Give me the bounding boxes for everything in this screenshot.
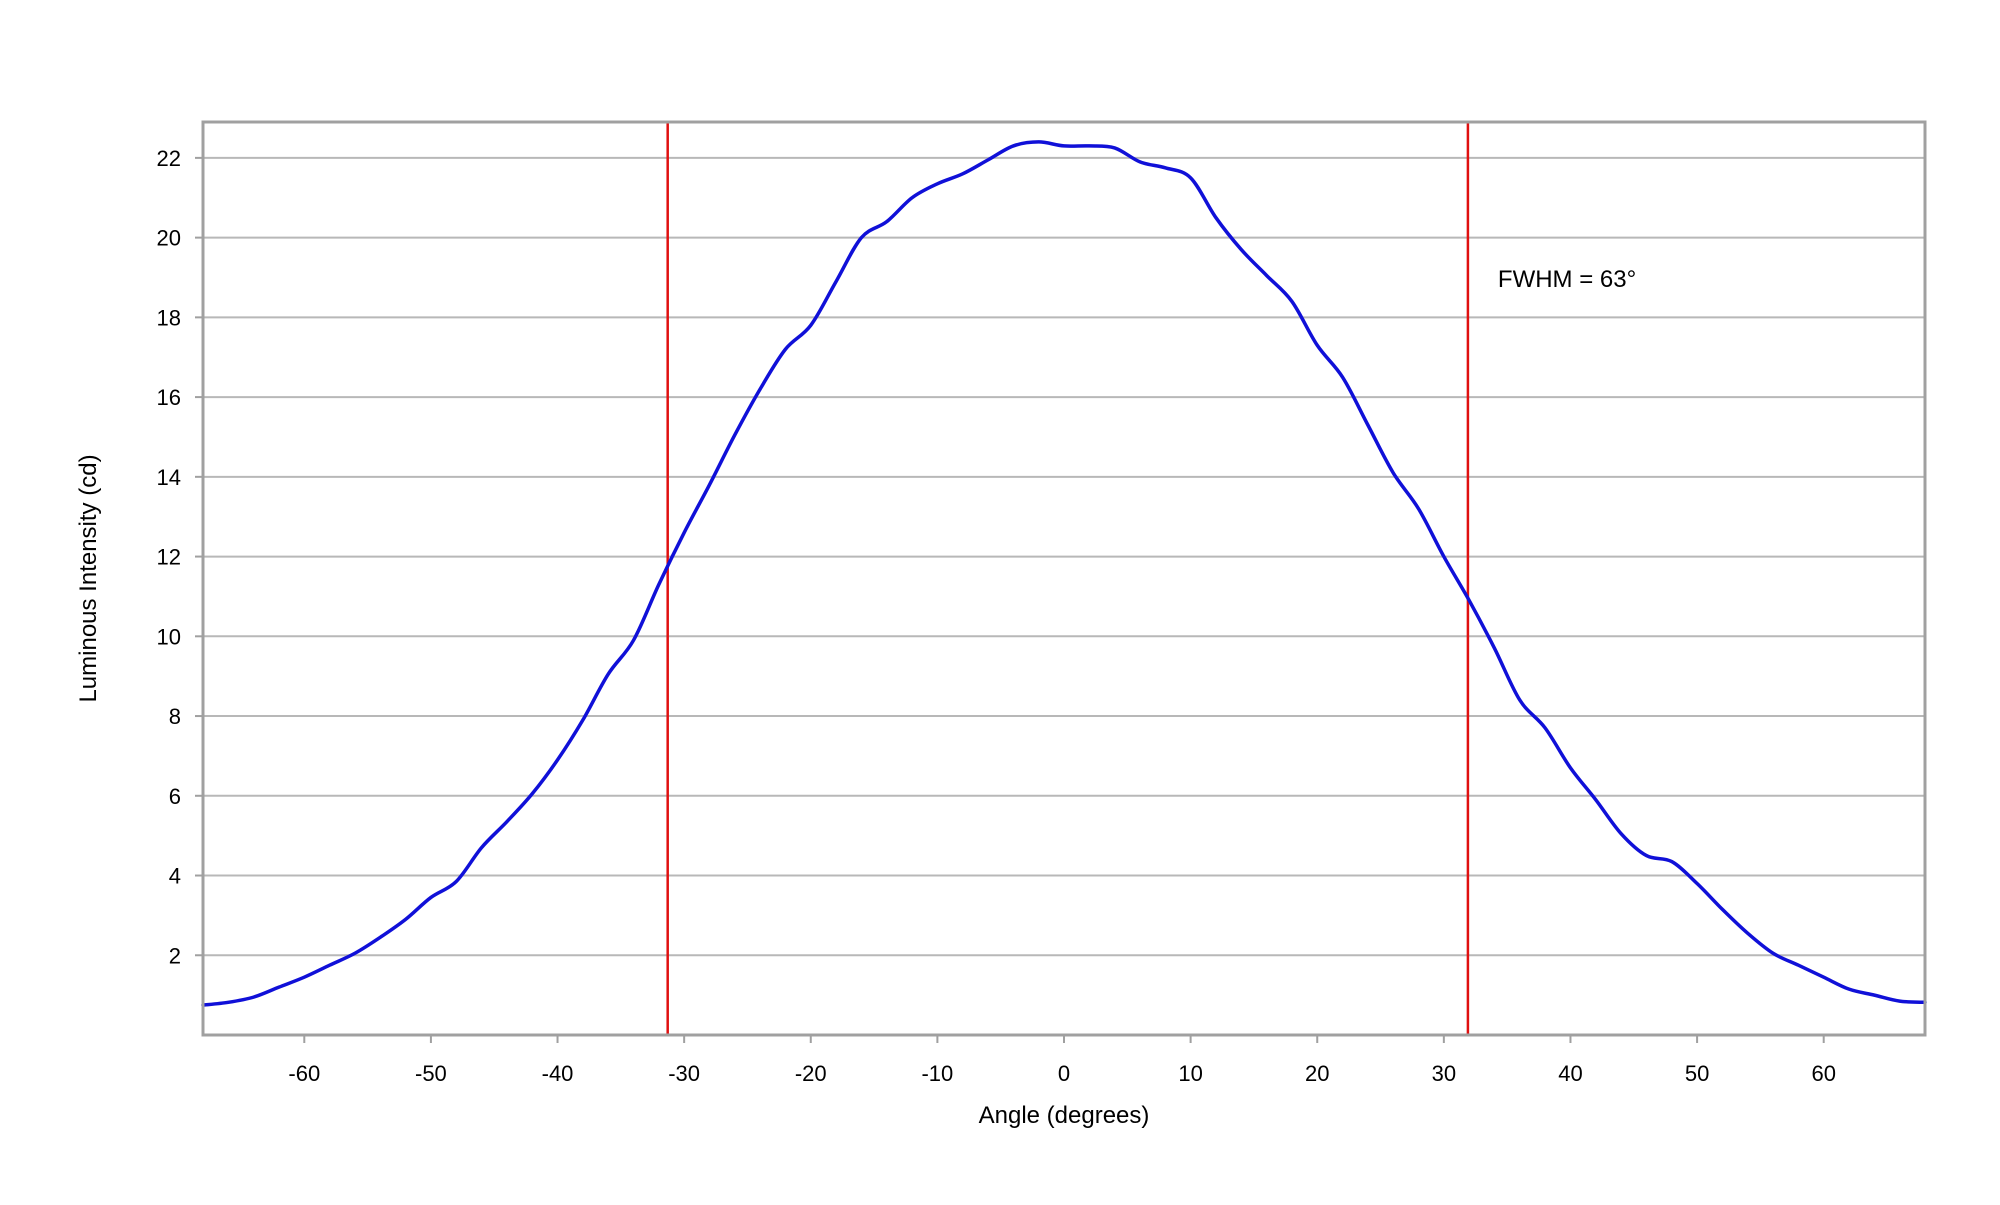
y-tick-label: 6 (169, 784, 181, 809)
y-tick-label: 20 (157, 226, 181, 251)
fwhm-annotation: FWHM = 63° (1498, 266, 1636, 293)
x-tick-labels: -60 -50 -40 -30 -20 -10 0 10 20 30 40 50 60 (288, 1035, 1836, 1086)
fwhm-markers (666, 122, 1470, 1035)
x-tick-label: -50 (415, 1061, 447, 1086)
y-axis-title: Luminous Intensity (cd) (75, 454, 102, 702)
x-tick-label: 60 (1811, 1061, 1835, 1086)
plot-frame (201, 120, 1927, 1037)
y-tick-label: 18 (157, 305, 181, 330)
x-tick-label: 50 (1685, 1061, 1709, 1086)
x-tick-label: -60 (288, 1061, 320, 1086)
x-tick-label: 20 (1305, 1061, 1329, 1086)
y-tick-label: 16 (157, 385, 181, 410)
x-tick-label: -10 (921, 1061, 953, 1086)
y-tick-label: 10 (157, 624, 181, 649)
y-tick-label: 8 (169, 704, 181, 729)
x-axis-title: Angle (degrees) (979, 1102, 1150, 1129)
x-tick-label: 0 (1058, 1061, 1070, 1086)
grid-layer (203, 156, 1925, 957)
y-tick-label: 12 (157, 545, 181, 570)
y-tick-label: 14 (157, 465, 181, 490)
y-tick-label: 22 (157, 146, 181, 171)
y-tick-label: 4 (169, 864, 181, 889)
intensity-curve (201, 140, 1927, 1007)
x-tick-label: -40 (542, 1061, 574, 1086)
x-tick-label: -20 (795, 1061, 827, 1086)
x-tick-label: 40 (1558, 1061, 1582, 1086)
y-tick-label: 2 (169, 943, 181, 968)
x-tick-label: 10 (1178, 1061, 1202, 1086)
y-tick-labels: 2 4 6 8 10 12 14 16 18 20 22 (157, 146, 203, 968)
series-layer (201, 140, 1927, 1007)
x-tick-label: 30 (1432, 1061, 1456, 1086)
x-tick-label: -30 (668, 1061, 700, 1086)
